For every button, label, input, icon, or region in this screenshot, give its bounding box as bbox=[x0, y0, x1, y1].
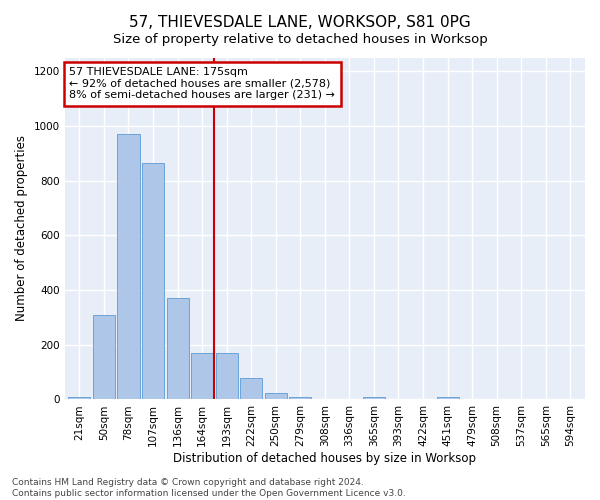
Text: Contains HM Land Registry data © Crown copyright and database right 2024.
Contai: Contains HM Land Registry data © Crown c… bbox=[12, 478, 406, 498]
Bar bbox=[363, 396, 385, 400]
Bar bbox=[93, 314, 115, 400]
X-axis label: Distribution of detached houses by size in Worksop: Distribution of detached houses by size … bbox=[173, 452, 476, 465]
Bar bbox=[118, 134, 140, 400]
Bar bbox=[265, 392, 287, 400]
Bar bbox=[215, 353, 238, 400]
Bar bbox=[191, 353, 213, 400]
Bar bbox=[142, 163, 164, 400]
Y-axis label: Number of detached properties: Number of detached properties bbox=[15, 136, 28, 322]
Text: 57 THIEVESDALE LANE: 175sqm
← 92% of detached houses are smaller (2,578)
8% of s: 57 THIEVESDALE LANE: 175sqm ← 92% of det… bbox=[69, 67, 335, 100]
Bar bbox=[167, 298, 188, 400]
Bar bbox=[437, 396, 458, 400]
Text: 57, THIEVESDALE LANE, WORKSOP, S81 0PG: 57, THIEVESDALE LANE, WORKSOP, S81 0PG bbox=[129, 15, 471, 30]
Bar bbox=[289, 396, 311, 400]
Bar bbox=[68, 396, 91, 400]
Text: Size of property relative to detached houses in Worksop: Size of property relative to detached ho… bbox=[113, 32, 487, 46]
Bar bbox=[240, 378, 262, 400]
